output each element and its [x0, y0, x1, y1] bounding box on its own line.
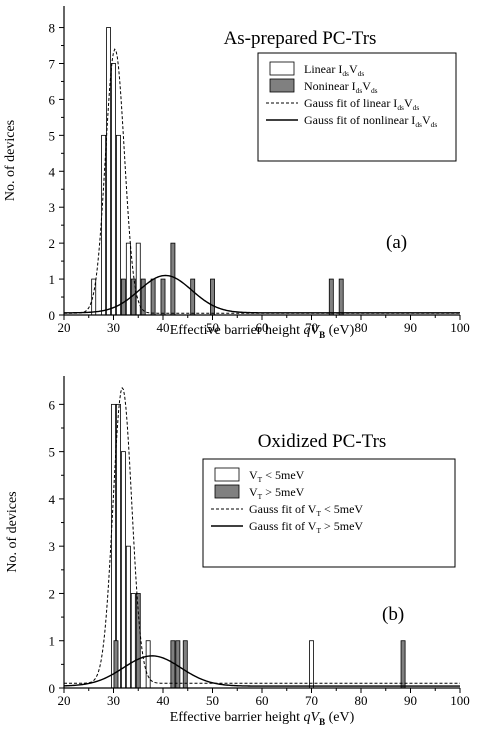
- bar-linear-6: [135, 242, 141, 316]
- x-axis-label: Effective barrier height qVB (eV): [170, 323, 355, 340]
- bar-nonlinear-7: [210, 278, 215, 316]
- legend-box: [202, 458, 456, 568]
- x-tick-label-90: 90: [404, 320, 417, 335]
- bar-nonlinear-6: [190, 278, 196, 316]
- legend-label-linear: Linear IdsVds: [304, 62, 364, 78]
- legend-label-vt_high: VT > 5meV: [249, 485, 305, 501]
- y-tick-label-3: 3: [49, 539, 56, 554]
- y-tick-label-4: 4: [49, 492, 56, 507]
- bar-vt_low-2: [120, 451, 126, 689]
- bar-linear-4: [116, 134, 121, 316]
- curve-gauss_nonlinear: [64, 274, 460, 314]
- x-tick-label-90: 90: [404, 693, 417, 708]
- x-tick-label-60: 60: [256, 320, 269, 335]
- bar-nonlinear-3: [150, 278, 156, 316]
- bar-vt_low-6: [309, 640, 314, 689]
- bar-linear-1: [101, 134, 107, 316]
- bar-vt_high-5: [400, 640, 406, 689]
- x-axis-label: Effective barrier height qVB (eV): [170, 710, 355, 727]
- x-tick-label-20: 20: [58, 693, 71, 708]
- x-tick-label-30: 30: [107, 693, 120, 708]
- legend-label-gauss_high: Gauss fit of VT > 5meV: [249, 519, 363, 535]
- x-tick-label-80: 80: [355, 693, 368, 708]
- bar-nonlinear-8: [328, 278, 334, 316]
- x-tick-label-40: 40: [157, 320, 170, 335]
- y-tick-label-2: 2: [49, 236, 56, 251]
- y-tick-label-0: 0: [49, 308, 56, 323]
- bar-linear-5: [125, 242, 131, 316]
- bar-vt_high-0: [113, 640, 119, 689]
- bar-vt_low-3: [125, 545, 131, 689]
- x-tick-label-100: 100: [450, 693, 470, 708]
- y-axis-label: No. of devices: [3, 120, 18, 201]
- y-tick-label-1: 1: [49, 272, 56, 287]
- legend-swatch-nonlinear: [269, 78, 295, 93]
- y-tick-label-5: 5: [49, 445, 56, 460]
- y-tick-label-5: 5: [49, 128, 56, 143]
- legend-swatch-vt_high: [214, 484, 240, 499]
- bar-nonlinear-0: [120, 278, 126, 316]
- x-tick-label-20: 20: [58, 320, 71, 335]
- y-tick-label-4: 4: [49, 164, 56, 179]
- chart-title: As-prepared PC-Trs: [224, 28, 377, 49]
- panel-label: (a): [386, 232, 407, 253]
- curve-gauss_high: [63, 655, 460, 687]
- bar-vt_high-4: [182, 640, 188, 689]
- legend-label-nonlinear: Noninear IdsVds: [304, 79, 378, 95]
- x-tick-label-70: 70: [305, 320, 318, 335]
- legend-label-gauss_linear: Gauss fit of linear IdsVds: [304, 96, 419, 112]
- y-tick-label-6: 6: [49, 92, 56, 107]
- x-tick-label-70: 70: [305, 693, 318, 708]
- bar-linear-2: [106, 27, 111, 316]
- chart-title: Oxidized PC-Trs: [258, 431, 387, 452]
- bar-nonlinear-5: [170, 242, 176, 316]
- chart-panel-b: 20 30 40 50 60 70 80 90 100 0 1 2 3 4 5 6 No. of devices…: [5, 376, 470, 727]
- bar-linear-3: [111, 63, 116, 316]
- bar-vt_low-4: [130, 593, 136, 689]
- y-tick-label-7: 7: [49, 56, 56, 71]
- legend-label-vt_low: VT < 5meV: [249, 468, 305, 484]
- bar-nonlinear-9: [338, 278, 344, 316]
- legend-label-gauss_nonlinear: Gauss fit of nonlinear IdsVds: [304, 113, 437, 129]
- panel-label: (b): [382, 604, 404, 625]
- y-tick-label-0: 0: [49, 681, 56, 696]
- x-tick-label-40: 40: [157, 693, 170, 708]
- legend-swatch-vt_low: [214, 467, 240, 482]
- y-tick-label-1: 1: [49, 634, 56, 649]
- curve-gauss_low: [64, 386, 460, 684]
- x-tick-label-80: 80: [355, 320, 368, 335]
- bar-vt_low-5: [145, 640, 151, 689]
- chart-panel-a: 20 30 40 50 60 70 80 90 100 0 1 2 3 4 5 6 7 8 No. of devic…: [3, 6, 470, 340]
- y-axis-label: No. of devices: [5, 491, 20, 572]
- y-tick-label-2: 2: [49, 586, 56, 601]
- legend-swatch-linear: [269, 61, 295, 76]
- x-tick-label-30: 30: [107, 320, 120, 335]
- y-tick-label-3: 3: [49, 200, 56, 215]
- y-tick-label-8: 8: [49, 21, 56, 36]
- bar-nonlinear-4: [160, 278, 166, 316]
- x-tick-label-100: 100: [450, 320, 470, 335]
- y-tick-label-6: 6: [49, 397, 56, 412]
- x-tick-label-60: 60: [256, 693, 269, 708]
- legend-label-gauss_low: Gauss fit of VT < 5meV: [249, 502, 363, 518]
- x-tick-label-50: 50: [206, 320, 219, 335]
- x-tick-label-50: 50: [206, 693, 219, 708]
